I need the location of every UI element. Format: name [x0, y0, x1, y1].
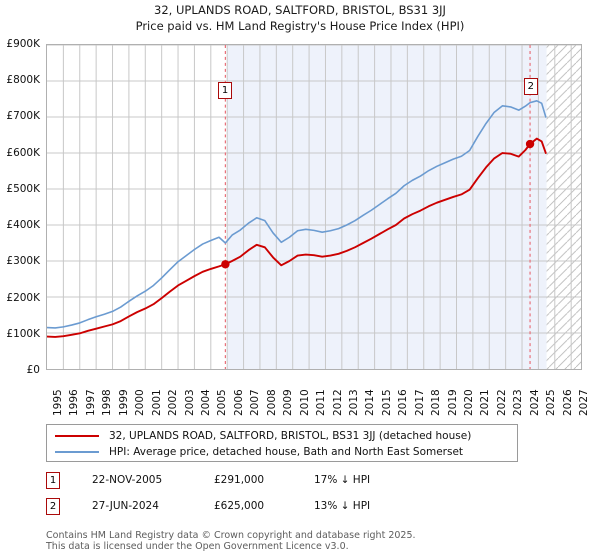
y-axis-tick-7: £700K	[6, 110, 40, 123]
legend-color-swatch-property	[55, 435, 99, 437]
transaction-badge-1: 1	[46, 472, 60, 489]
y-axis-tick-4: £400K	[6, 219, 40, 232]
legend-color-swatch-hpi	[55, 451, 99, 453]
x-axis-tick-21: 2016	[397, 389, 410, 416]
legend-label-hpi: HPI: Average price, detached house, Bath…	[109, 446, 464, 458]
legend-item-hpi: HPI: Average price, detached house, Bath…	[47, 444, 517, 460]
x-axis-tick-23: 2018	[430, 389, 443, 416]
transaction-hpi-delta-1: 17% ↓ HPI	[314, 474, 371, 486]
x-axis-tick-10: 2005	[216, 389, 229, 416]
x-axis-tick-22: 2017	[413, 389, 426, 416]
y-axis-tick-3: £300K	[6, 255, 40, 268]
x-axis-tick-8: 2003	[183, 389, 196, 416]
x-axis-tick-6: 2001	[150, 389, 163, 416]
x-axis-tick-19: 2014	[364, 389, 377, 416]
x-axis-tick-4: 1999	[117, 389, 130, 416]
x-axis-tick-15: 2010	[298, 389, 311, 416]
x-axis-tick-26: 2021	[479, 389, 492, 416]
y-axis-tick-5: £500K	[6, 182, 40, 195]
x-axis-tick-1: 1996	[68, 389, 81, 416]
chart-marker-2: 2	[523, 78, 538, 95]
x-axis-tick-14: 2009	[282, 389, 295, 416]
y-axis-tick-2: £200K	[6, 291, 40, 304]
y-axis-tick-6: £600K	[6, 146, 40, 159]
footer-licence: This data is licensed under the Open Gov…	[46, 541, 349, 552]
footer-copyright: Contains HM Land Registry data © Crown c…	[46, 530, 416, 541]
x-axis-tick-5: 2000	[134, 389, 147, 416]
transactions-table: 1 22-NOV-2005 £291,000 17% ↓ HPI 2 27-JU…	[46, 470, 506, 522]
legend-label-property: 32, UPLANDS ROAD, SALTFORD, BRISTOL, BS3…	[109, 430, 472, 442]
x-axis-tick-18: 2013	[347, 389, 360, 416]
x-axis-tick-16: 2011	[315, 389, 328, 416]
x-axis-tick-20: 2015	[380, 389, 393, 416]
x-axis-tick-7: 2002	[167, 389, 180, 416]
shaded-regions	[227, 45, 581, 369]
transaction-hpi-delta-2: 13% ↓ HPI	[314, 500, 371, 512]
transaction-badge-2: 2	[46, 498, 60, 515]
y-axis-labels: £0 £100K £200K £300K £400K £500K £600K £700K £80…	[0, 39, 43, 376]
x-axis-tick-29: 2024	[528, 389, 541, 416]
series-lines	[47, 45, 547, 369]
x-axis-tick-0: 1995	[52, 389, 64, 416]
legend-item-property: 32, UPLANDS ROAD, SALTFORD, BRISTOL, BS3…	[47, 428, 517, 444]
table-row: 1 22-NOV-2005 £291,000 17% ↓ HPI	[46, 470, 506, 496]
title-block: 32, UPLANDS ROAD, SALTFORD, BRISTOL, BS3…	[0, 2, 600, 34]
page-subtitle: Price paid vs. HM Land Registry's House …	[135, 19, 465, 33]
x-axis-tick-30: 2025	[545, 389, 558, 416]
x-axis-tick-32: 2027	[578, 389, 591, 416]
gridlines	[47, 45, 581, 369]
plot-area	[46, 44, 582, 370]
x-axis-tick-3: 1998	[101, 389, 114, 416]
transaction-price-1: £291,000	[214, 474, 265, 486]
x-axis-tick-31: 2026	[561, 389, 574, 416]
x-axis-tick-13: 2008	[265, 389, 278, 416]
x-axis-tick-12: 2007	[249, 389, 262, 416]
x-axis-tick-27: 2022	[495, 389, 508, 416]
footer: Contains HM Land Registry data © Crown c…	[46, 530, 566, 552]
x-axis-tick-11: 2006	[232, 389, 245, 416]
x-axis-labels: 1995 1996 1997 1998 1999 2000 2001 2002 2003 2004…	[46, 372, 590, 418]
transaction-price-2: £625,000	[214, 500, 265, 512]
chart-legend: 32, UPLANDS ROAD, SALTFORD, BRISTOL, BS3…	[46, 424, 518, 462]
y-axis-tick-1: £100K	[6, 327, 40, 340]
transaction-date-2: 27-JUN-2024	[92, 500, 159, 512]
chart-marker-1: 1	[218, 82, 233, 99]
y-axis-tick-9: £900K	[6, 38, 40, 50]
x-axis-tick-25: 2020	[463, 389, 476, 416]
x-axis-tick-17: 2012	[331, 389, 344, 416]
y-axis-tick-0: £0	[26, 364, 40, 376]
x-axis-tick-2: 1997	[84, 389, 97, 416]
x-axis-tick-9: 2004	[199, 389, 212, 416]
transaction-date-1: 22-NOV-2005	[92, 474, 163, 486]
x-axis-tick-24: 2019	[446, 389, 459, 416]
x-axis-tick-28: 2023	[512, 389, 525, 416]
y-axis-tick-8: £800K	[6, 74, 40, 87]
table-row: 2 27-JUN-2024 £625,000 13% ↓ HPI	[46, 496, 506, 522]
page-title: 32, UPLANDS ROAD, SALTFORD, BRISTOL, BS3…	[154, 3, 446, 17]
